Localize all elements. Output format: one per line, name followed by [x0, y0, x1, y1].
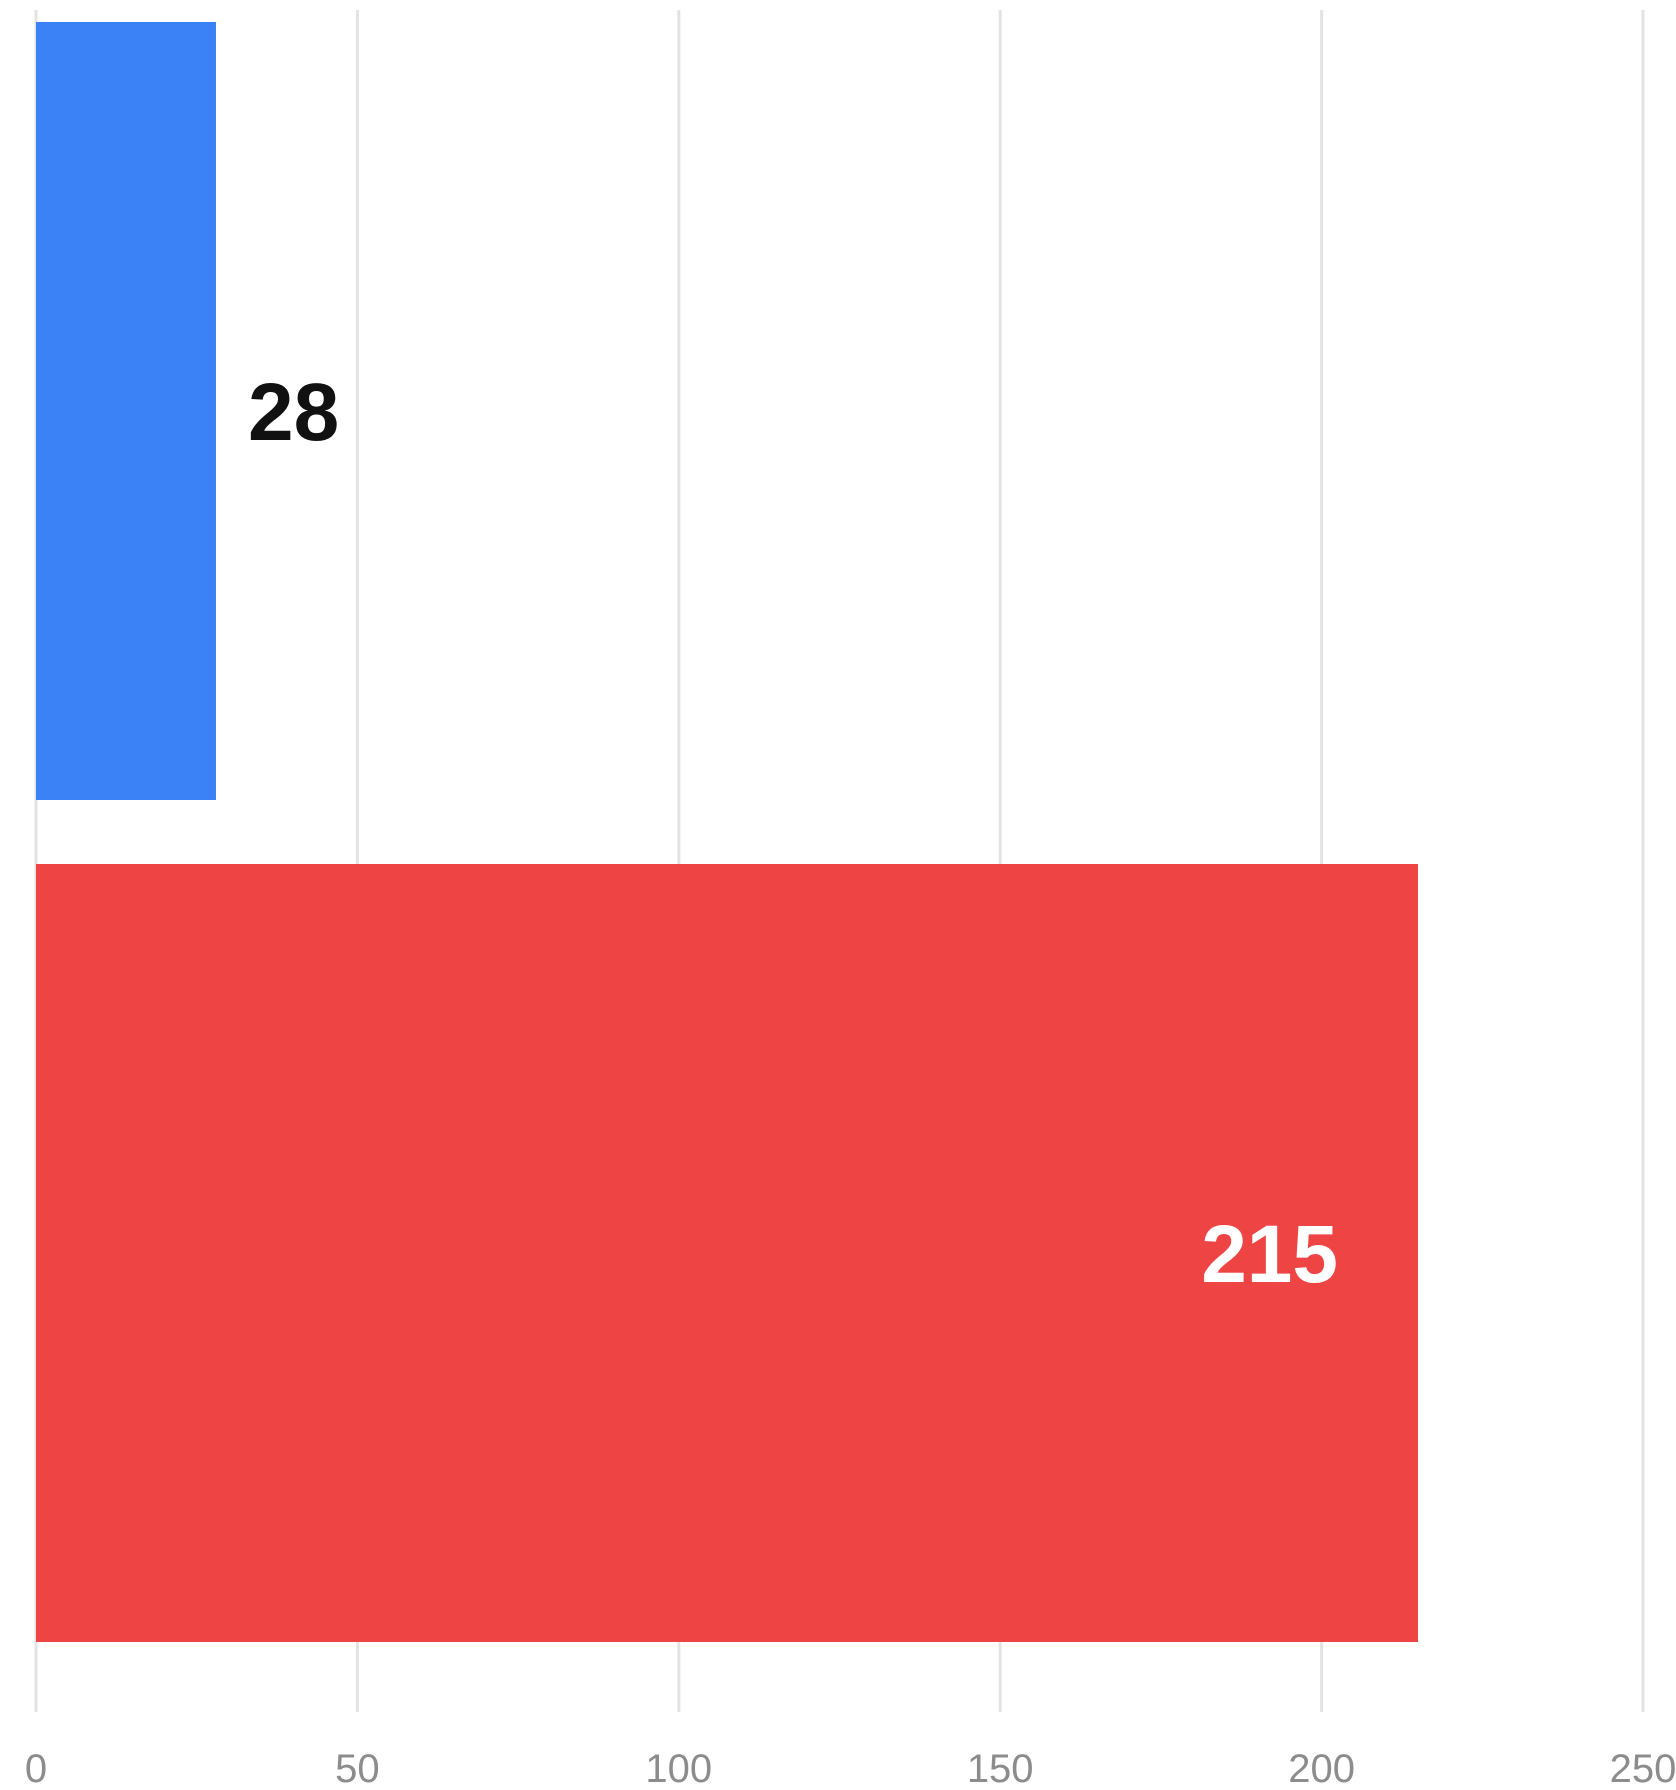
bar [36, 864, 1419, 1642]
bar [36, 22, 216, 800]
x-tick-label: 100 [645, 1747, 712, 1790]
bar-value-label: 215 [1201, 1209, 1338, 1300]
bars [36, 22, 1419, 1642]
x-tick-label: 0 [25, 1747, 47, 1790]
x-tick-label: 250 [1610, 1747, 1676, 1790]
x-tick-label: 150 [967, 1747, 1034, 1790]
x-axis-tick-labels: 0 50 100 150 200 250 [25, 1747, 1676, 1790]
bar-value-label: 28 [248, 367, 339, 458]
data-labels: 28 215 [248, 367, 1338, 1300]
x-tick-label: 200 [1288, 1747, 1355, 1790]
x-tick-label: 50 [335, 1747, 380, 1790]
